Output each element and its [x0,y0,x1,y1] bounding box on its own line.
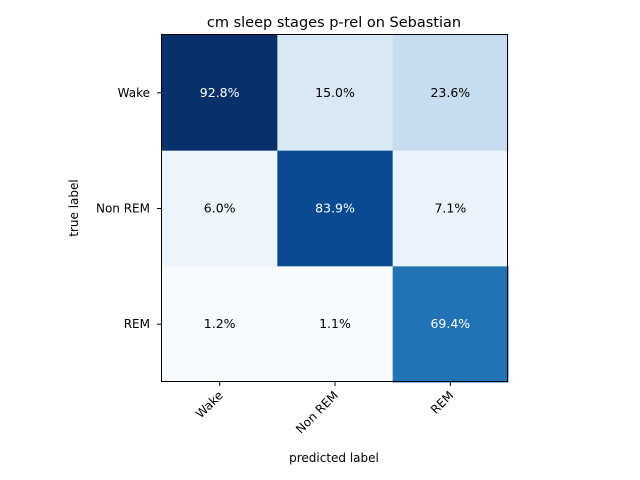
y-axis-ticks: Wake Non REM REM [96,86,161,331]
y-tick-label: Wake [118,86,150,100]
heatmap-cell [162,35,278,152]
y-axis-label: true label [67,179,81,236]
cell-value-label: 7.1% [434,201,466,216]
cell-value-label: 23.6% [430,85,470,100]
cell-value-label: 15.0% [315,85,355,100]
heatmap-cell [162,266,278,383]
heatmap-cell [277,35,394,152]
x-tick-label: Non REM [293,388,341,436]
cell-value-label: 69.4% [430,316,470,331]
heatmap-cells [162,35,509,383]
plot-frame [161,34,508,382]
heatmap-cell [392,35,509,152]
chart-title: cm sleep stages p-rel on Sebastian [207,15,461,31]
cell-value-label: 83.9% [315,201,355,216]
cell-value-label: 6.0% [204,201,236,216]
x-axis-ticks: Wake Non REM REM [193,382,456,436]
heatmap-cell [392,266,509,383]
x-tick-label: REM [428,388,456,416]
cell-value-label: 1.1% [319,316,351,331]
heatmap-cell [277,266,394,383]
y-tick-label: REM [124,317,150,331]
heatmap-cell [277,150,394,267]
y-tick-label: Non REM [96,202,150,216]
cell-value-labels: 92.8% 15.0% 23.6% 6.0% 83.9% 7.1% 1.2% 1.1% 69.4… [200,85,470,331]
cell-value-label: 92.8% [200,85,240,100]
x-axis-label: predicted label [289,451,379,465]
heatmap-cell [392,150,509,267]
heatmap-cell [162,150,278,267]
cell-value-label: 1.2% [204,316,236,331]
x-tick-label: Wake [193,388,226,421]
